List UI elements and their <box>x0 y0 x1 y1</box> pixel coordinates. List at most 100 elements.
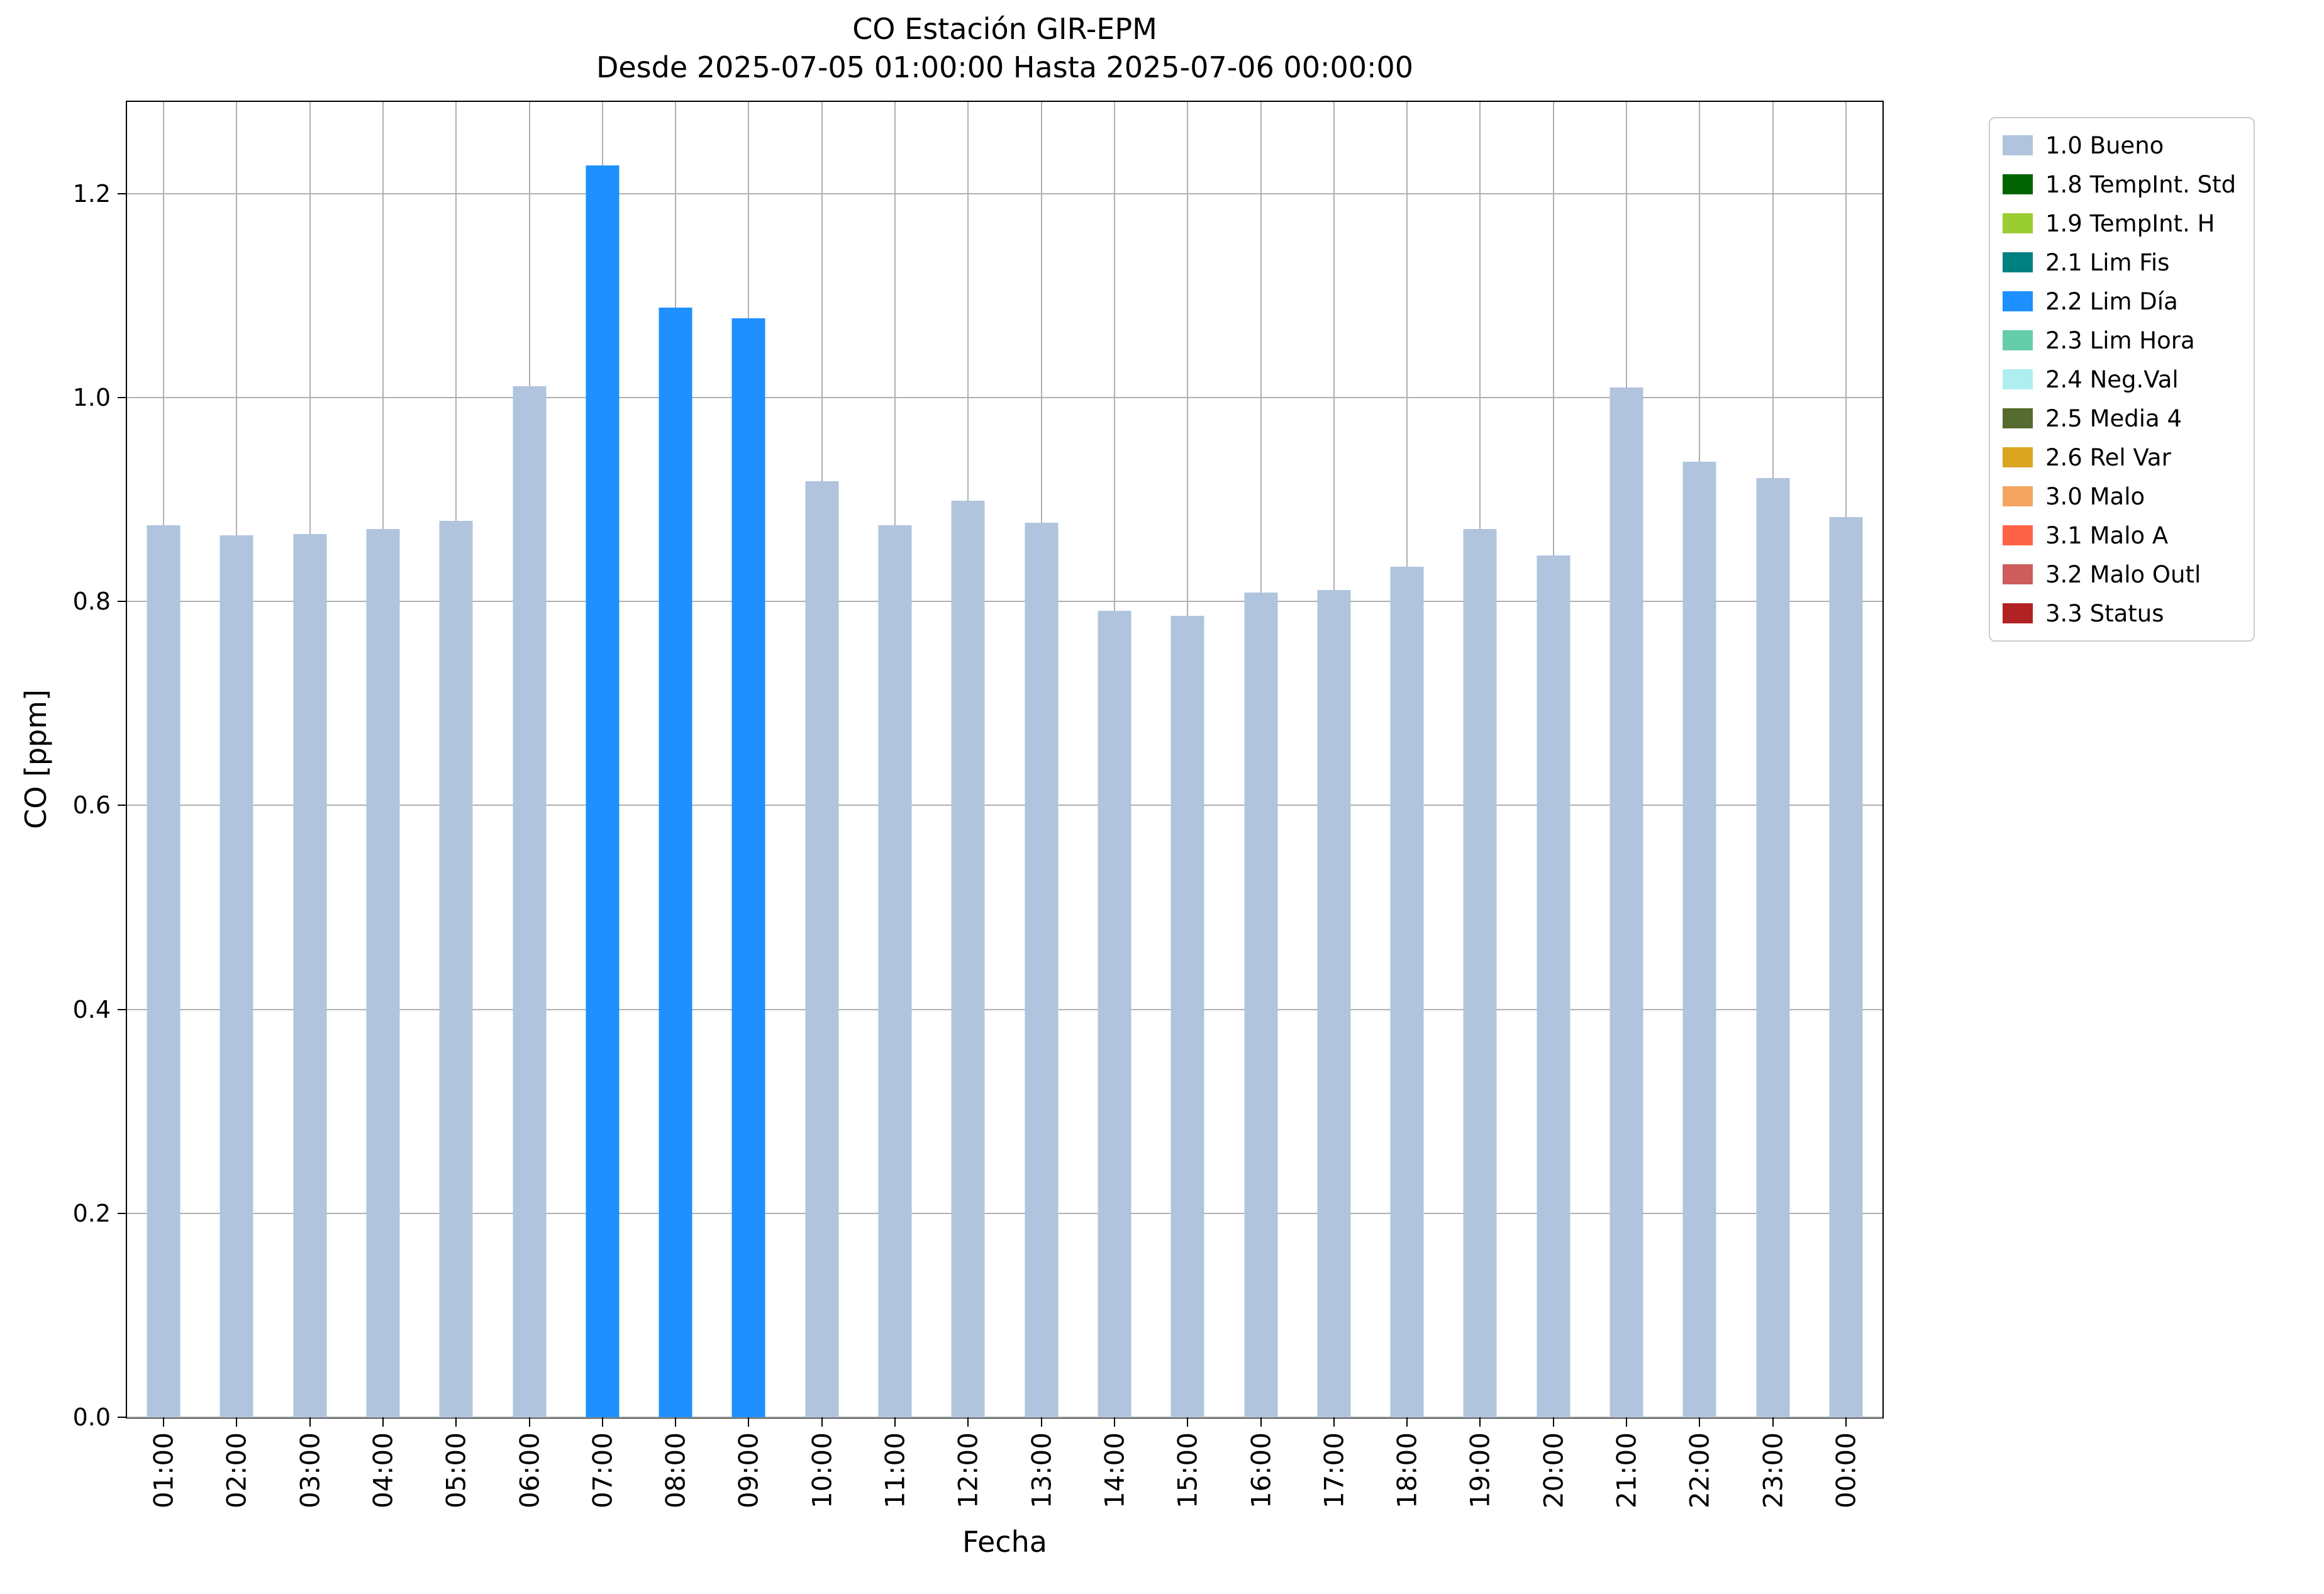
x-tick-label-text: 00:00 <box>1830 1432 1862 1509</box>
y-tick-mark <box>118 192 127 194</box>
bar <box>1610 387 1643 1417</box>
x-axis-label: Fecha <box>962 1525 1047 1559</box>
x-tick-mark <box>1699 1417 1701 1427</box>
x-tick-label: 22:00 <box>1684 1432 1715 1508</box>
legend: 1.0 Bueno 1.8 TempInt. Std 1.9 TempInt. H 2… <box>1989 117 2255 642</box>
x-tick-label: 01:00 <box>148 1432 179 1508</box>
y-axis-label: CO [ppm] <box>19 689 53 829</box>
x-tick-mark <box>1113 1417 1115 1427</box>
legend-swatch <box>2003 291 2033 311</box>
bar <box>1390 567 1424 1417</box>
x-tick-mark <box>1625 1417 1627 1427</box>
legend-label: 3.3 Status <box>2045 599 2164 627</box>
x-tick-label: 06:00 <box>514 1432 545 1508</box>
x-tick-mark <box>163 1417 165 1427</box>
x-tick-mark <box>821 1417 823 1427</box>
y-tick-label: 0.4 <box>72 995 111 1023</box>
legend-entry: 2.6 Rel Var <box>2003 438 2236 477</box>
x-tick-label-text: 04:00 <box>367 1432 399 1509</box>
x-tick-label-text: 01:00 <box>148 1432 179 1509</box>
legend-swatch <box>2003 252 2033 272</box>
x-tick-label: 16:00 <box>1245 1432 1276 1508</box>
bar <box>951 500 985 1417</box>
legend-label: 2.4 Neg.Val <box>2045 365 2179 393</box>
x-tick-mark <box>1552 1417 1554 1427</box>
legend-swatch <box>2003 135 2033 155</box>
y-gridline <box>127 1417 1882 1418</box>
x-tick-label: 07:00 <box>587 1432 618 1508</box>
x-tick-label: 13:00 <box>1026 1432 1057 1508</box>
x-tick-mark <box>455 1417 457 1427</box>
y-gridline <box>127 1008 1882 1010</box>
x-tick-label-text: 23:00 <box>1757 1432 1789 1509</box>
y-tick-mark <box>118 805 127 806</box>
legend-label: 2.1 Lim Fis <box>2045 248 2170 276</box>
x-tick-label: 21:00 <box>1611 1432 1642 1508</box>
x-tick-label-text: 05:00 <box>440 1432 472 1509</box>
legend-label: 2.6 Rel Var <box>2045 443 2171 471</box>
y-gridline <box>127 601 1882 603</box>
x-tick-label: 23:00 <box>1757 1432 1788 1508</box>
legend-entry: 2.2 Lim Día <box>2003 282 2236 321</box>
legend-swatch <box>2003 447 2033 467</box>
chart-title-block: CO Estación GIR-EPM Desde 2025-07-05 01:… <box>126 10 1884 86</box>
bar <box>1098 610 1131 1417</box>
x-tick-label: 05:00 <box>441 1432 472 1508</box>
legend-label: 1.8 TempInt. Std <box>2045 170 2237 198</box>
bar <box>659 308 692 1417</box>
x-tick-label-text: 09:00 <box>733 1432 764 1509</box>
legend-entry: 2.3 Lim Hora <box>2003 321 2236 360</box>
bar <box>366 529 400 1417</box>
y-tick-mark <box>118 1212 127 1214</box>
legend-swatch <box>2003 486 2033 506</box>
x-tick-label-text: 22:00 <box>1684 1432 1715 1509</box>
x-tick-mark <box>1260 1417 1262 1427</box>
x-tick-label: 18:00 <box>1392 1432 1423 1508</box>
y-tick-label: 0.6 <box>72 791 111 820</box>
bar <box>439 521 473 1417</box>
legend-entry: 3.3 Status <box>2003 594 2236 633</box>
chart-title: CO Estación GIR-EPM <box>852 12 1157 46</box>
bar <box>1170 615 1204 1417</box>
x-tick-mark <box>601 1417 603 1427</box>
x-tick-mark <box>1479 1417 1481 1427</box>
bar <box>1025 523 1059 1417</box>
bar <box>805 481 839 1417</box>
bar <box>1317 590 1351 1417</box>
x-tick-label-text: 21:00 <box>1611 1432 1642 1509</box>
legend-swatch <box>2003 330 2033 350</box>
legend-swatch <box>2003 525 2033 545</box>
bar <box>1829 516 1863 1417</box>
bar <box>220 535 253 1417</box>
legend-swatch <box>2003 603 2033 623</box>
legend-label: 3.0 Malo <box>2045 482 2145 510</box>
bar <box>293 534 327 1417</box>
x-tick-mark <box>748 1417 750 1427</box>
y-tick-label: 0.0 <box>72 1403 111 1431</box>
legend-label: 1.9 TempInt. H <box>2045 209 2215 237</box>
x-tick-mark <box>1406 1417 1408 1427</box>
legend-label: 3.1 Malo A <box>2045 521 2169 549</box>
legend-label: 1.0 Bueno <box>2045 131 2164 159</box>
x-tick-label-text: 02:00 <box>221 1432 252 1509</box>
x-tick-mark <box>967 1417 969 1427</box>
legend-entry: 1.0 Bueno <box>2003 126 2236 165</box>
x-tick-label-text: 16:00 <box>1245 1432 1277 1509</box>
y-tick-mark <box>118 601 127 603</box>
x-tick-label-text: 11:00 <box>879 1432 911 1509</box>
x-tick-label-text: 06:00 <box>514 1432 545 1509</box>
y-tick-label: 0.2 <box>72 1199 111 1227</box>
bar <box>878 525 912 1417</box>
legend-entry: 2.1 Lim Fis <box>2003 243 2236 282</box>
x-tick-label-text: 08:00 <box>660 1432 691 1509</box>
bar <box>1682 462 1716 1417</box>
x-tick-label: 14:00 <box>1099 1432 1130 1508</box>
y-gridline <box>127 805 1882 806</box>
legend-entry: 3.1 Malo A <box>2003 516 2236 555</box>
y-gridline <box>127 192 1882 194</box>
legend-label: 2.2 Lim Día <box>2045 287 2178 315</box>
x-tick-label-text: 07:00 <box>587 1432 618 1509</box>
bar <box>731 318 765 1417</box>
legend-entry: 1.8 TempInt. Std <box>2003 165 2236 204</box>
